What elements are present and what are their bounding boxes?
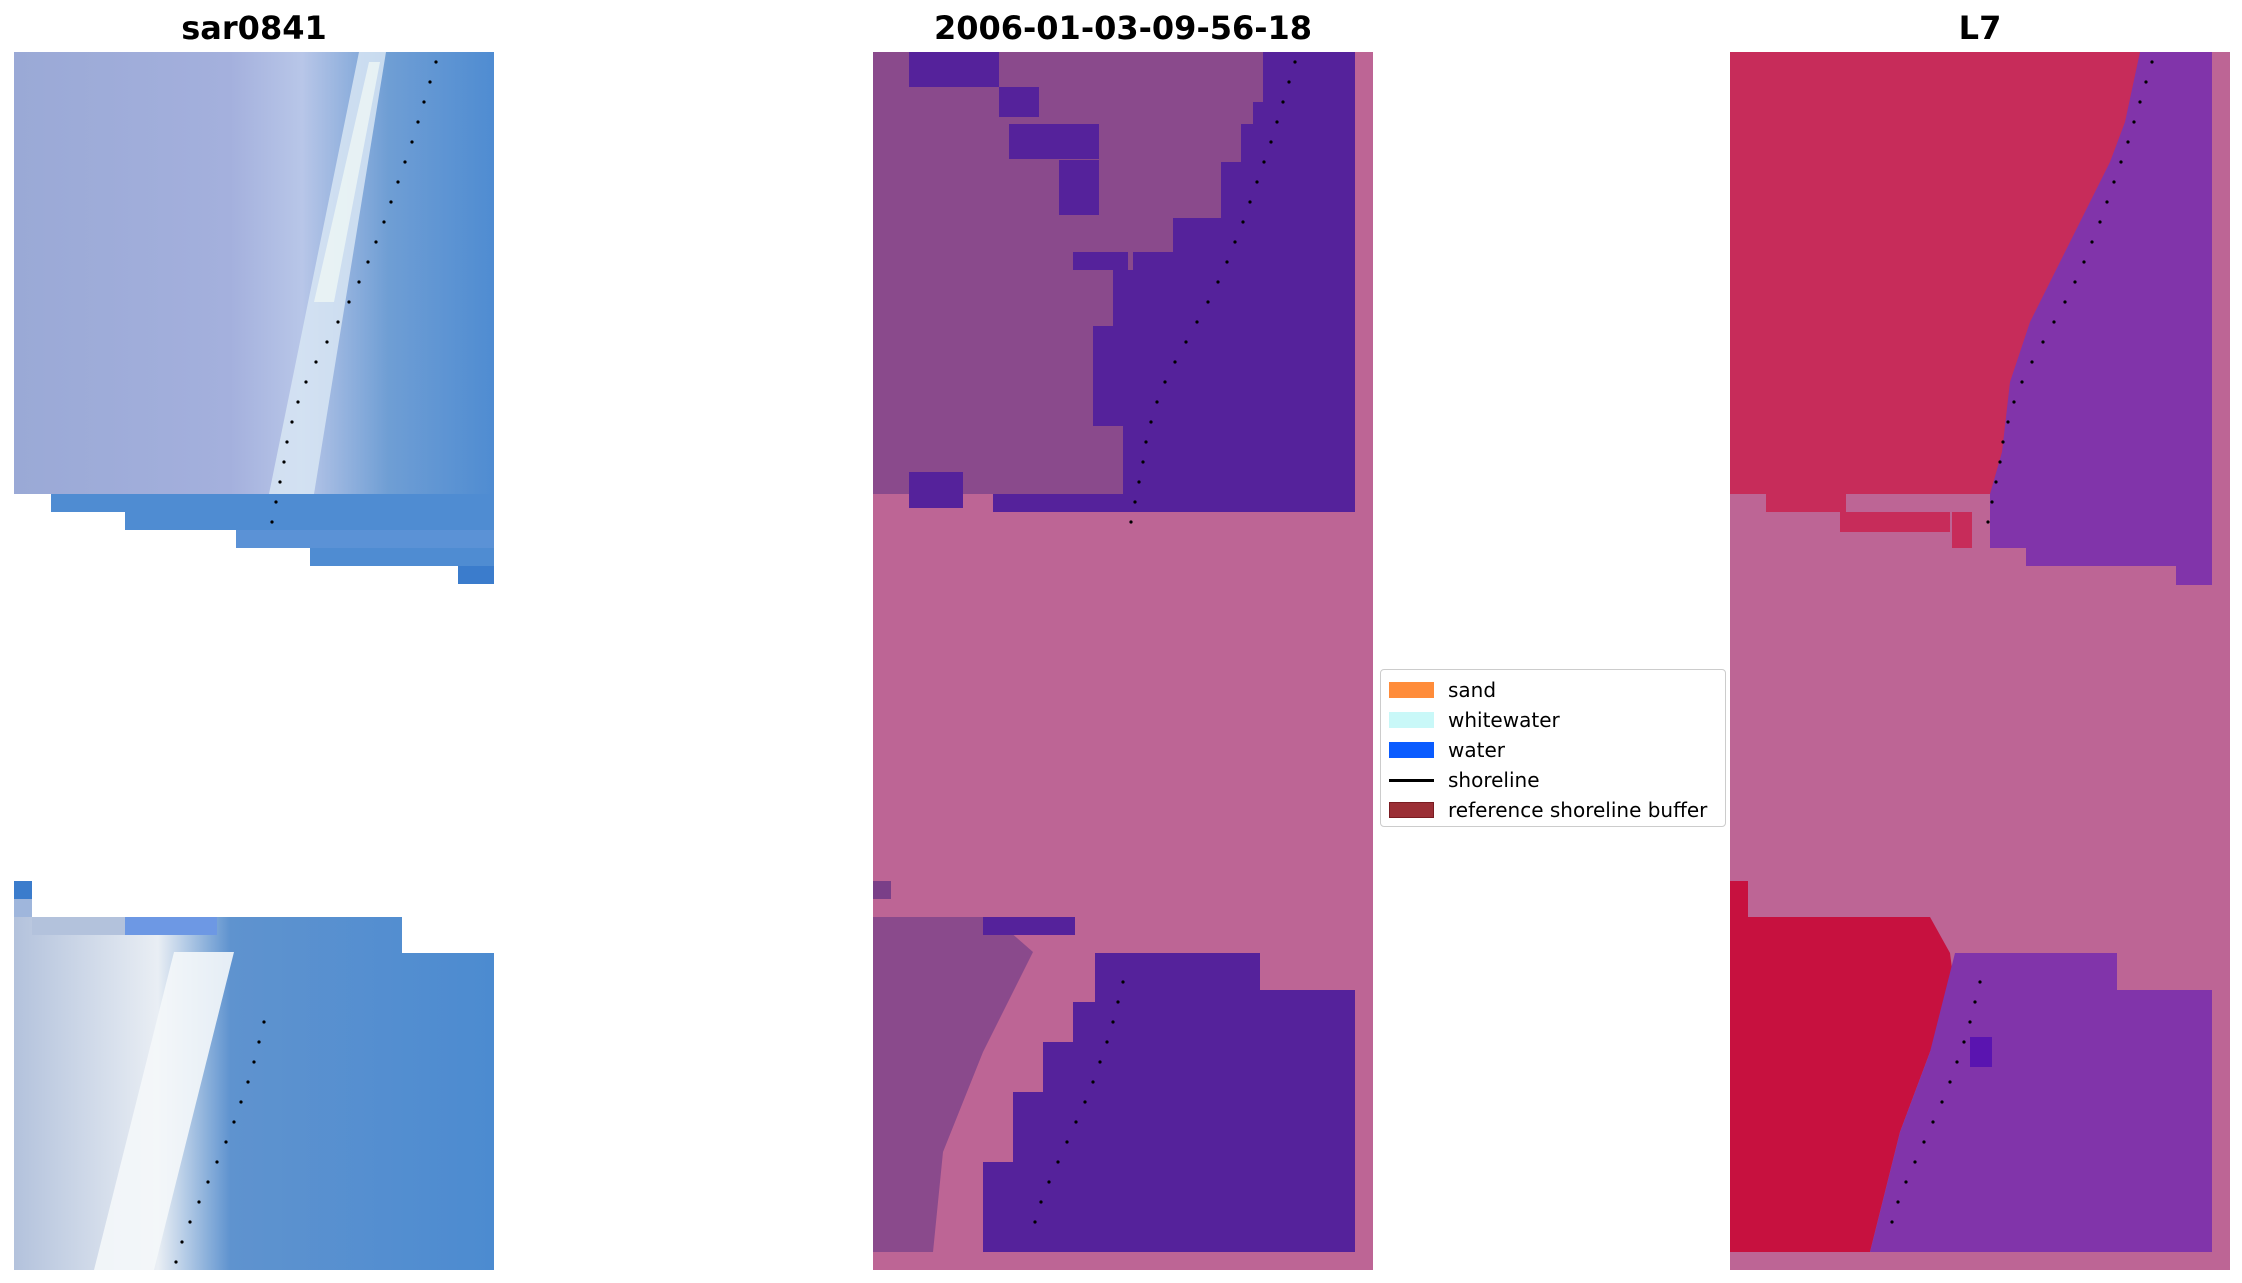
- legend-label-reference-buffer: reference shoreline buffer: [1448, 798, 1708, 822]
- panel-title-classified: 2006-01-03-09-56-18: [933, 9, 1313, 47]
- water-swatch: [1389, 742, 1434, 758]
- legend-label-sand: sand: [1448, 678, 1497, 702]
- legend-label-water: water: [1448, 738, 1505, 762]
- sand-swatch: [1389, 682, 1434, 698]
- classified-image-panel: [873, 52, 1373, 1270]
- panel-title-index: L7: [1958, 9, 2002, 47]
- legend-label-shoreline: shoreline: [1448, 768, 1540, 792]
- legend-item-sand: sand: [1381, 676, 1725, 704]
- shoreline-rgb: [174, 60, 438, 1264]
- legend-item-whitewater: whitewater: [1381, 706, 1725, 734]
- index-bottom-region: [1730, 881, 2212, 1252]
- classified-bottom-region: [873, 881, 1355, 1252]
- rgb-image-panel: [14, 52, 494, 1270]
- legend-item-reference-buffer: reference shoreline buffer: [1381, 796, 1725, 824]
- legend-label-whitewater: whitewater: [1448, 708, 1560, 732]
- legend: sand whitewater water shoreline referenc…: [1380, 669, 1726, 827]
- shoreline-classified: [1033, 60, 1297, 1224]
- legend-item-water: water: [1381, 736, 1725, 764]
- reference-buffer-swatch: [1389, 802, 1434, 818]
- rgb-top-region: [14, 52, 494, 584]
- index-top-region: [1730, 52, 2212, 585]
- index-image-panel: [1730, 52, 2230, 1270]
- legend-item-shoreline: shoreline: [1381, 766, 1725, 794]
- whitewater-swatch: [1389, 712, 1434, 728]
- rgb-bottom-region: [14, 881, 494, 1270]
- shoreline-index: [1890, 60, 2154, 1224]
- panel-title-rgb: sar0841: [181, 9, 327, 47]
- classified-top-region: [873, 52, 1355, 585]
- shoreline-line-swatch: [1389, 779, 1434, 782]
